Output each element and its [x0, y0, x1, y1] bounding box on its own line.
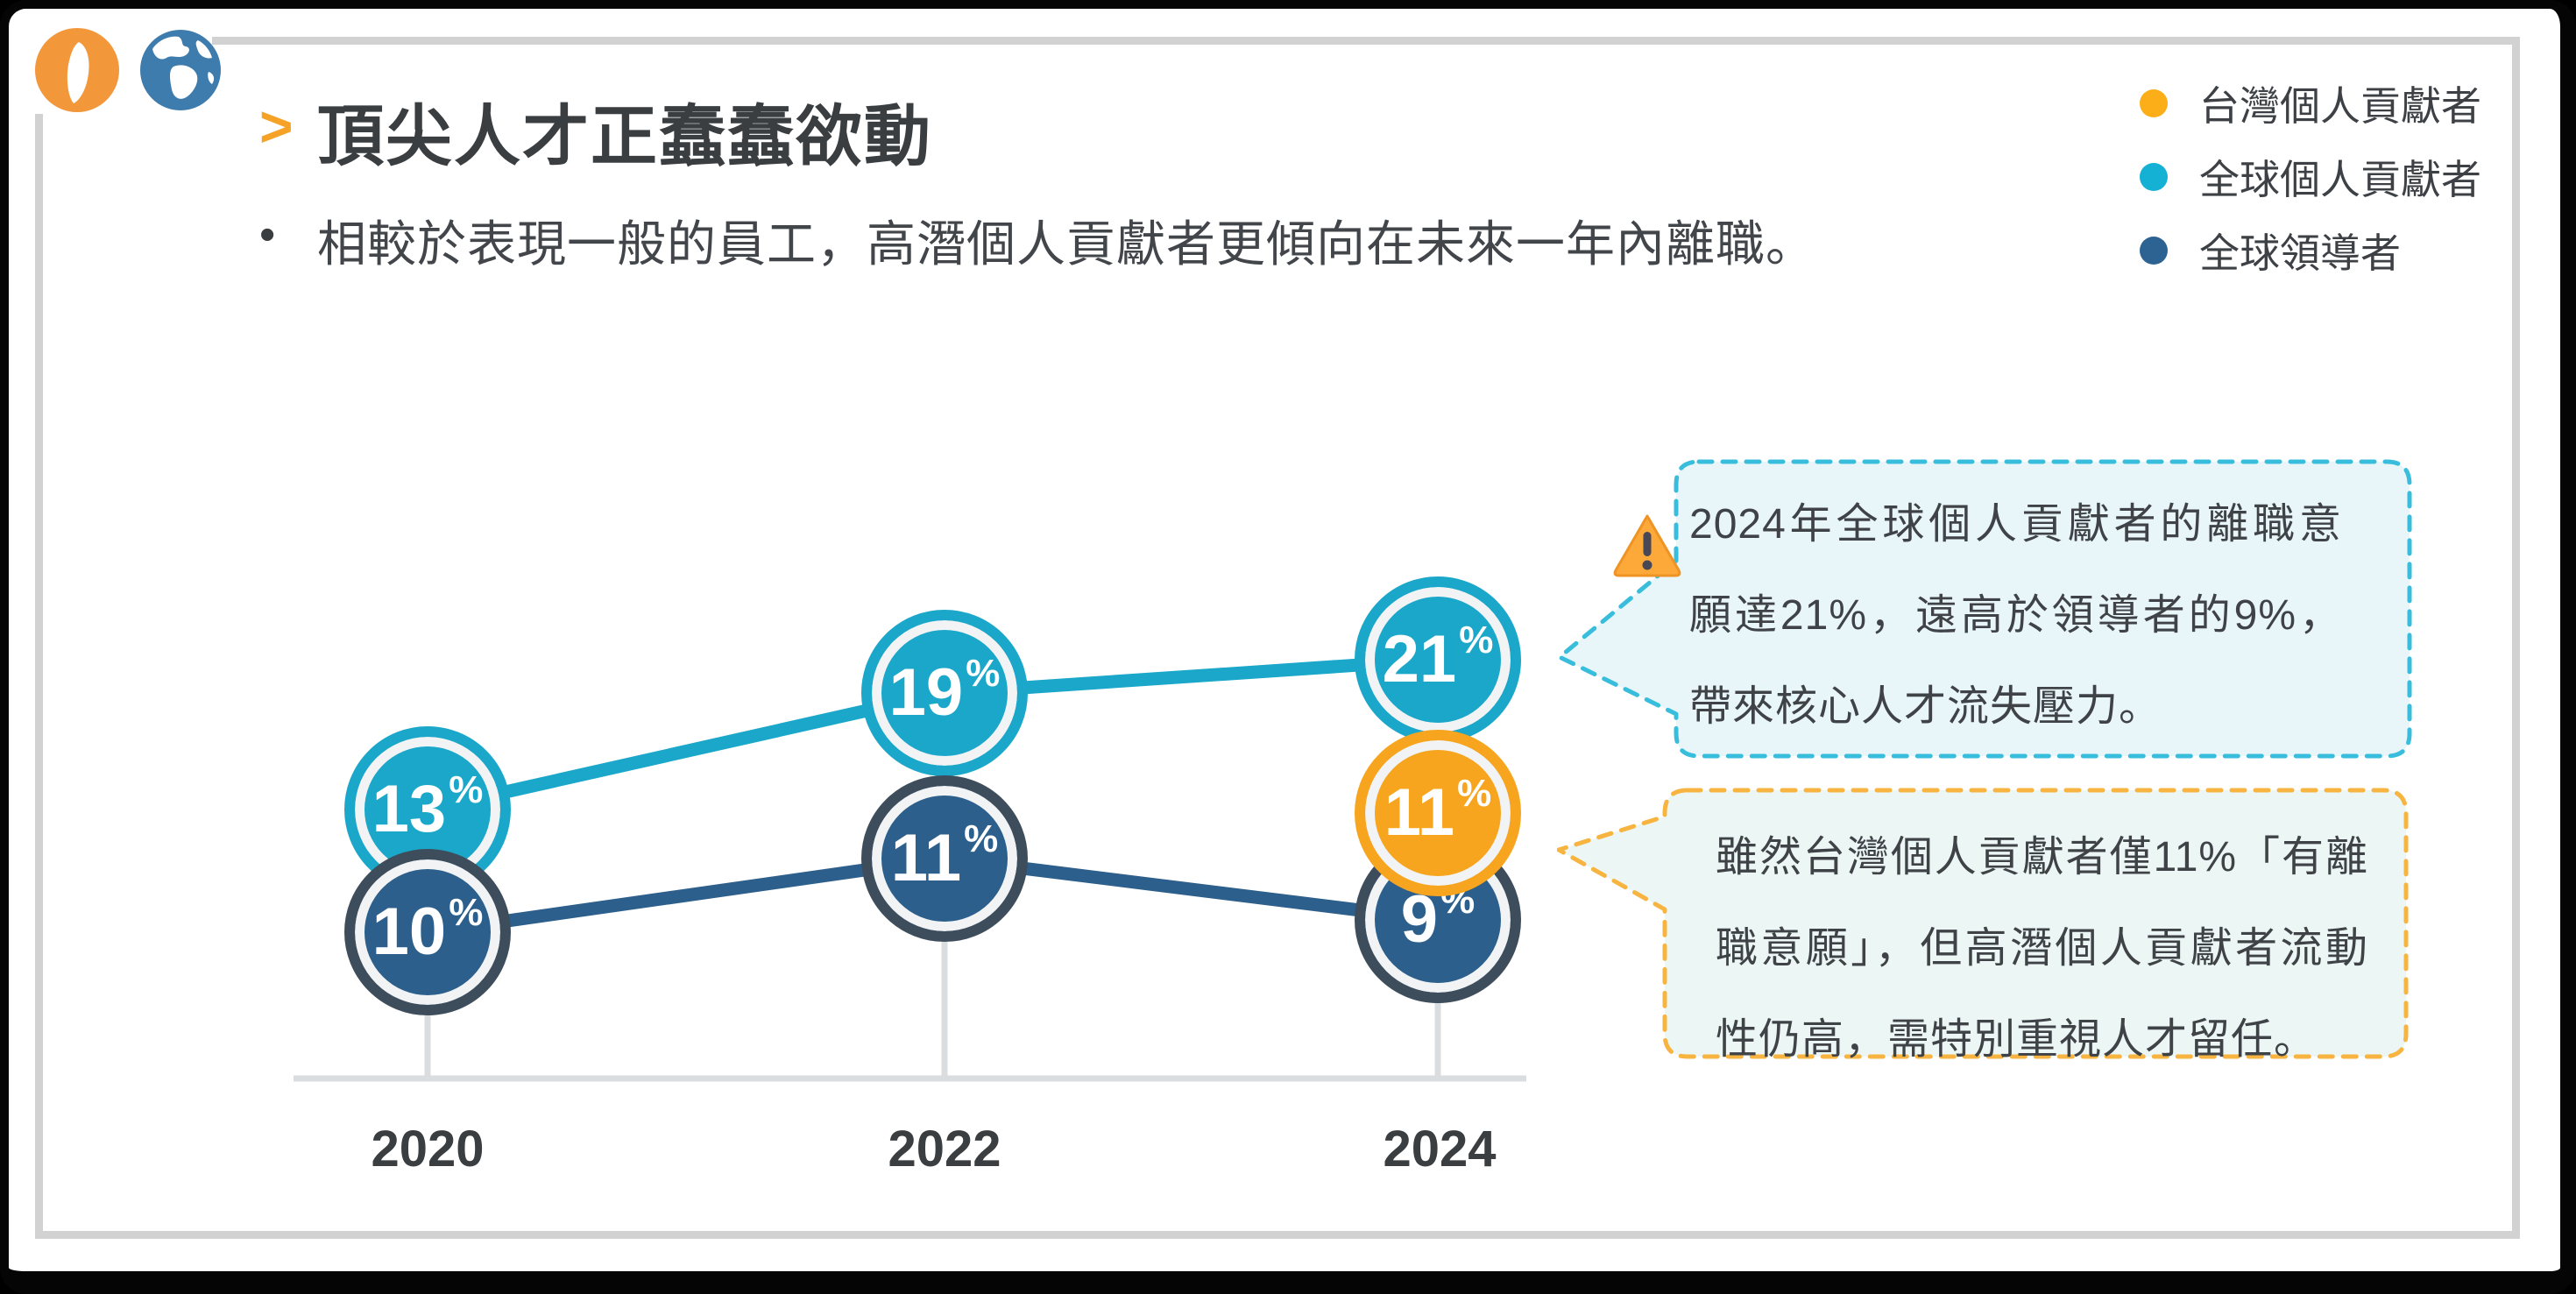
x-tick-2020: 2020	[371, 1121, 485, 1177]
legend-dot-orange	[2140, 89, 2168, 117]
legend-label: 台灣個人貢獻者	[2199, 83, 2481, 129]
page-title: 頂尖人才正蠢蠢欲動	[317, 100, 932, 174]
legend-item-taiwan-ic: 台灣個人貢獻者	[2140, 79, 2481, 129]
callout-taiwan-ic-text: 雖然台灣個人貢獻者僅11%「有離職意願」，但高潛個人貢獻者流動性仍高，需特別重視…	[1716, 834, 2368, 1063]
data-point-global-ic-2024: 21%	[1355, 576, 1521, 743]
percent-sign: %	[1459, 619, 1494, 661]
bullet-marker: •	[259, 209, 276, 260]
data-point-value: 9	[1400, 882, 1439, 957]
percent-sign: %	[449, 891, 484, 934]
data-point-value: 21	[1382, 622, 1457, 696]
x-tick-2022: 2022	[888, 1121, 1001, 1177]
legend-label: 全球領導者	[2199, 230, 2401, 276]
globe-icon	[140, 30, 221, 110]
data-point-global-ic-2022: 19%	[861, 610, 1028, 776]
callout-bubble-outline	[1557, 788, 2409, 1059]
data-point-taiwan-ic-2024: 11%	[1355, 730, 1521, 896]
legend-dot-cyan	[2140, 163, 2168, 191]
bullet-text: 相較於表現一般的員工，高潛個人貢獻者更傾向在未來一年內離職。	[317, 216, 1815, 272]
data-point-value: 11	[1384, 775, 1455, 850]
legend-label: 全球個人貢獻者	[2199, 157, 2481, 202]
warning-icon	[1613, 514, 1681, 577]
chart-legend: 台灣個人貢獻者 全球個人貢獻者 全球領導者	[2140, 79, 2481, 276]
data-point-leaders-2022: 11%	[861, 775, 1028, 942]
data-point-value: 10	[372, 894, 447, 969]
legend-dot-navy	[2140, 237, 2168, 265]
callout-global-ic-text: 2024年全球個人貢獻者的離職意願達21%，遠高於領導者的9%，帶來核心人才流失…	[1689, 501, 2342, 730]
x-tick-2024: 2024	[1383, 1121, 1497, 1177]
data-point-leaders-2020: 10%	[344, 849, 511, 1015]
percent-sign: %	[449, 768, 484, 811]
percent-sign: %	[966, 652, 1001, 695]
taiwan-icon	[35, 28, 119, 112]
callout-global-ic: 2024年全球個人貢獻者的離職意願達21%，遠高於領導者的9%，帶來核心人才流失…	[1558, 458, 2414, 760]
data-point-value: 11	[890, 821, 962, 895]
callout-taiwan-ic: 雖然台灣個人貢獻者僅11%「有離職意願」，但高潛個人貢獻者流動性仍高，需特別重視…	[1557, 787, 2410, 1063]
data-point-value: 19	[888, 655, 964, 730]
percent-sign: %	[1457, 772, 1492, 815]
data-point-value: 13	[372, 772, 447, 846]
legend-item-global-leaders: 全球領導者	[2140, 226, 2481, 276]
header-icon-box	[21, 9, 221, 114]
percent-sign: %	[964, 817, 999, 860]
callout-bubble-outline	[1558, 459, 2412, 759]
content-frame	[35, 37, 2520, 1239]
legend-item-global-ic: 全球個人貢獻者	[2140, 152, 2481, 202]
title-chevron-icon: >	[259, 94, 294, 159]
